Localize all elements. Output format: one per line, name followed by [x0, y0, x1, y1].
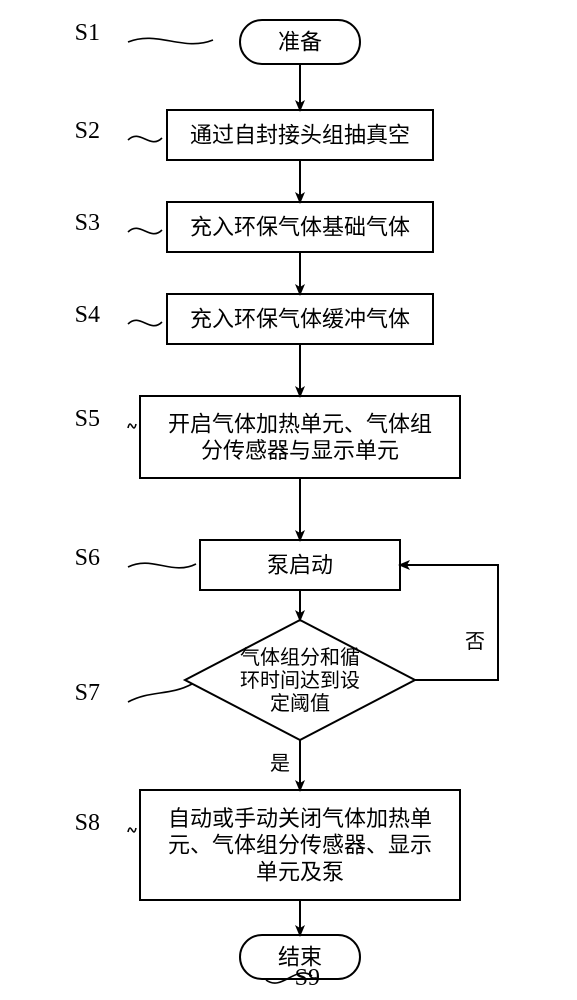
decision-text-s7-l2: 定阈值	[270, 692, 330, 715]
step-connector	[128, 424, 136, 428]
flowchart-svg: 准备 S1 通过自封接头组抽真空 S2 充入环保气体基础气体 S3 充入环保气体缓冲气体 S4…	[0, 0, 577, 1000]
process-text-s4: 充入环保气体缓冲气体	[190, 307, 410, 332]
step-connector	[128, 228, 162, 233]
decision-no-label: 否	[465, 631, 485, 653]
process-text-s8-l0: 自动或手动关闭气体加热单	[168, 806, 432, 831]
step-connector	[128, 828, 136, 832]
step-label-s3: S3	[75, 210, 100, 236]
step-connector	[128, 684, 192, 702]
process-text-s5-l1: 分传感器与显示单元	[201, 438, 399, 463]
process-text-s5-l0: 开启气体加热单元、气体组	[168, 411, 432, 436]
decision-text-s7-l1: 环时间达到设	[240, 669, 360, 692]
step-connector	[128, 320, 162, 325]
step-label-s8: S8	[75, 810, 100, 836]
arrow-no-loop	[400, 565, 498, 680]
step-label-s2: S2	[75, 118, 100, 144]
step-connector	[128, 563, 196, 568]
process-text-s3: 充入环保气体基础气体	[190, 215, 410, 240]
process-box-s5	[140, 396, 460, 478]
process-text-s2: 通过自封接头组抽真空	[190, 123, 410, 148]
process-text-s8-l1: 元、气体组分传感器、显示	[168, 833, 432, 858]
decision-yes-label: 是	[270, 753, 290, 775]
step-label-s5: S5	[75, 406, 100, 432]
step-connector	[128, 38, 213, 43]
step-label-s9: S9	[295, 965, 320, 991]
step-label-s1: S1	[75, 20, 100, 46]
process-text-s8-l2: 单元及泵	[256, 860, 344, 885]
step-label-s4: S4	[75, 302, 100, 328]
step-label-s6: S6	[75, 545, 100, 571]
step-label-s7: S7	[75, 680, 100, 706]
process-text-s6: 泵启动	[267, 553, 333, 578]
step-connector	[128, 136, 162, 141]
decision-text-s7-l0: 气体组分和循	[240, 646, 360, 669]
terminator-text-s1: 准备	[278, 30, 322, 55]
